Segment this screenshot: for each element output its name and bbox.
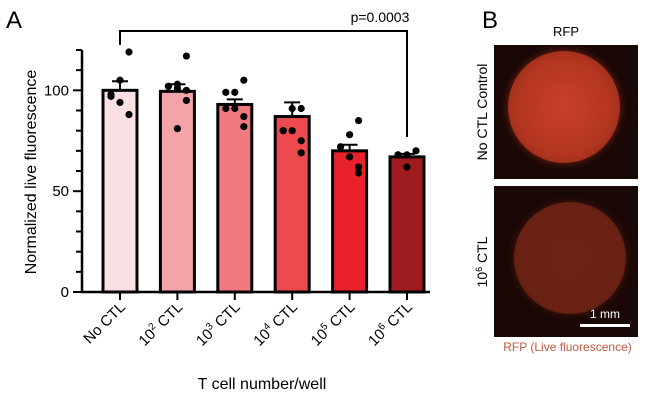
- bar: [216, 102, 254, 294]
- scale-bar: [580, 324, 630, 327]
- data-point: [222, 104, 230, 113]
- x-tick-label: 103 CTL: [192, 298, 243, 349]
- data-point: [222, 88, 230, 96]
- data-point: [240, 76, 248, 84]
- data-point: [173, 84, 181, 92]
- significance-bracket: [119, 30, 408, 137]
- data-point: [355, 163, 363, 171]
- data-point: [182, 86, 190, 94]
- x-tick-label: 102 CTL: [135, 298, 186, 349]
- data-point: [240, 123, 248, 131]
- data-point: [346, 131, 354, 139]
- scale-bar-label: 1 mm: [590, 307, 620, 321]
- data-point: [412, 147, 420, 155]
- data-point: [182, 52, 190, 60]
- y-tick-label: 0: [61, 284, 69, 301]
- x-tick-label: No CTL: [80, 299, 129, 348]
- data-point: [240, 112, 248, 121]
- x-tick-label: 106 CTL: [364, 298, 415, 349]
- data-point: [403, 163, 411, 171]
- data-point: [173, 125, 181, 133]
- data-point: [355, 169, 363, 177]
- data-point: [346, 153, 354, 161]
- data-point: [297, 137, 305, 145]
- data-point: [231, 88, 239, 96]
- data-point: [116, 76, 124, 84]
- fluorescence-image-1e6-ctl: 1 mm: [494, 186, 638, 337]
- y-tick-label: 100: [44, 82, 69, 99]
- data-point: [116, 98, 124, 107]
- bar: [388, 155, 426, 294]
- data-point: [337, 143, 345, 151]
- bar: [101, 88, 139, 294]
- data-point: [164, 82, 172, 90]
- panel-label-a: A: [6, 7, 22, 34]
- bar: [158, 89, 196, 294]
- data-point: [288, 127, 296, 135]
- x-tick-label-base: No CTL: [80, 299, 129, 348]
- x-tick-label: 105 CTL: [307, 298, 358, 349]
- data-point: [231, 104, 239, 113]
- data-point: [288, 104, 296, 113]
- fluorescence-image-no-ctl: [494, 45, 638, 179]
- data-point: [125, 48, 133, 56]
- data-point: [297, 149, 305, 157]
- data-point: [279, 127, 287, 135]
- p-value-annotation: p=0.0003: [351, 9, 410, 25]
- y-tick-label: 50: [52, 183, 69, 200]
- data-point: [355, 116, 363, 125]
- x-tick-label: 104 CTL: [250, 298, 301, 349]
- data-point: [182, 96, 190, 105]
- panel-b-caption: RFP (Live fluorescence): [503, 340, 632, 354]
- x-axis-label: T cell number/well: [198, 376, 327, 393]
- data-point: [297, 104, 305, 113]
- data-point: [394, 151, 402, 159]
- data-point: [403, 151, 411, 159]
- data-point: [125, 110, 133, 119]
- data-point: [107, 92, 115, 100]
- y-axis-label: Normalized live fluorescence: [23, 70, 40, 275]
